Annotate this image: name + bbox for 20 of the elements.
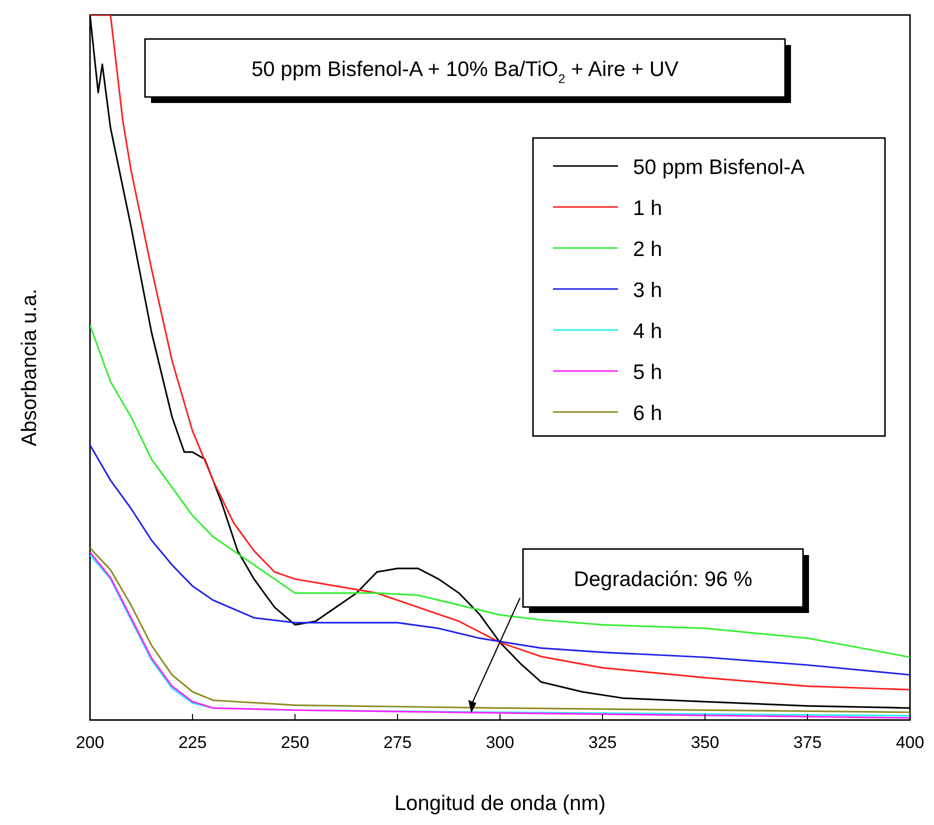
legend-label: 4 h bbox=[633, 320, 662, 343]
legend-label: 6 h bbox=[633, 402, 662, 425]
x-tick-label: 350 bbox=[690, 733, 720, 752]
annotation: Degradación: 96 % bbox=[574, 568, 752, 591]
x-tick-label: 225 bbox=[178, 733, 207, 752]
x-tick-label: 250 bbox=[280, 733, 310, 752]
x-tick-label: 275 bbox=[383, 733, 412, 752]
x-axis-title: Longitud de onda (nm) bbox=[394, 792, 606, 815]
text: 50 ppm Bisfenol-A + 10% Ba/TiO$_{2}$ + Aire + UV bbox=[251, 58, 679, 86]
x-tick-label: 375 bbox=[793, 733, 822, 752]
x-tick-label: 300 bbox=[486, 733, 514, 752]
legend-label: 3 h bbox=[633, 279, 662, 302]
legend-label: 50 ppm Bisfenol-A bbox=[633, 156, 805, 179]
x-tick-label: 325 bbox=[588, 733, 617, 752]
y-axis-title: Absorbancia u.a. bbox=[18, 288, 41, 446]
legend-label: 5 h bbox=[633, 361, 662, 384]
x-tick-label: 400 bbox=[896, 733, 924, 752]
legend-label: 2 h bbox=[633, 238, 662, 261]
legend-label: 1 h bbox=[633, 197, 662, 220]
x-tick-label: 200 bbox=[76, 733, 104, 752]
